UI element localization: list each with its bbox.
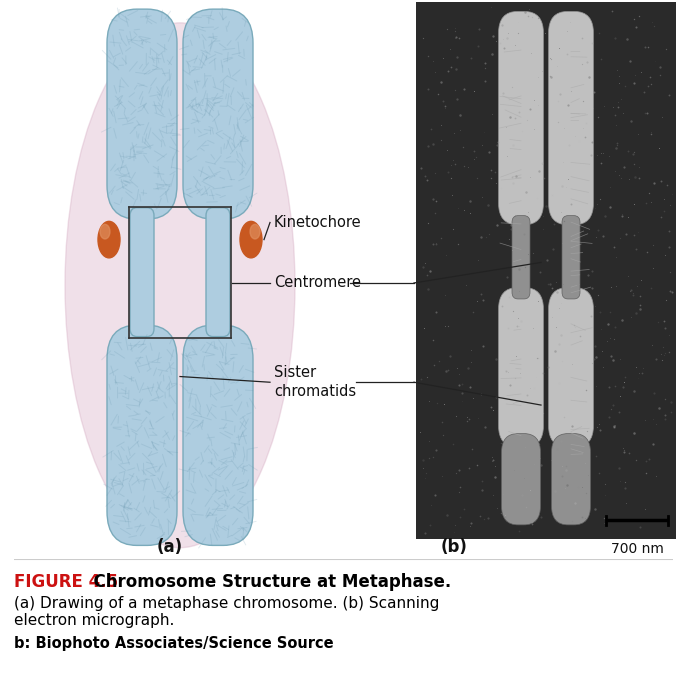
Text: Sister
chromatids: Sister chromatids xyxy=(274,366,356,399)
FancyBboxPatch shape xyxy=(206,208,230,337)
Ellipse shape xyxy=(250,224,260,239)
Text: (b): (b) xyxy=(441,538,467,556)
FancyBboxPatch shape xyxy=(549,12,594,225)
FancyBboxPatch shape xyxy=(130,208,154,337)
Ellipse shape xyxy=(100,224,110,239)
Text: electron micrograph.: electron micrograph. xyxy=(14,613,174,628)
Ellipse shape xyxy=(240,222,262,258)
FancyBboxPatch shape xyxy=(183,9,253,219)
FancyBboxPatch shape xyxy=(416,2,676,539)
FancyBboxPatch shape xyxy=(107,9,177,219)
Ellipse shape xyxy=(98,222,120,258)
Text: b: Biophoto Associates/Science Source: b: Biophoto Associates/Science Source xyxy=(14,636,333,651)
FancyBboxPatch shape xyxy=(551,434,590,525)
FancyBboxPatch shape xyxy=(498,12,543,225)
Text: (a): (a) xyxy=(157,538,183,556)
FancyBboxPatch shape xyxy=(562,215,580,299)
Text: FIGURE 4.5: FIGURE 4.5 xyxy=(14,573,118,591)
FancyBboxPatch shape xyxy=(498,287,543,447)
Ellipse shape xyxy=(65,23,295,547)
FancyBboxPatch shape xyxy=(549,287,594,447)
Text: (a) Drawing of a metaphase chromosome. (b) Scanning: (a) Drawing of a metaphase chromosome. (… xyxy=(14,596,439,611)
Text: Kinetochore: Kinetochore xyxy=(274,215,362,230)
Text: 700 nm: 700 nm xyxy=(611,542,664,556)
FancyBboxPatch shape xyxy=(502,434,541,525)
FancyBboxPatch shape xyxy=(512,215,530,299)
FancyBboxPatch shape xyxy=(183,325,253,545)
FancyBboxPatch shape xyxy=(107,325,177,545)
Text: Chromosome Structure at Metaphase.: Chromosome Structure at Metaphase. xyxy=(82,573,451,591)
Text: Centromere: Centromere xyxy=(274,276,361,290)
